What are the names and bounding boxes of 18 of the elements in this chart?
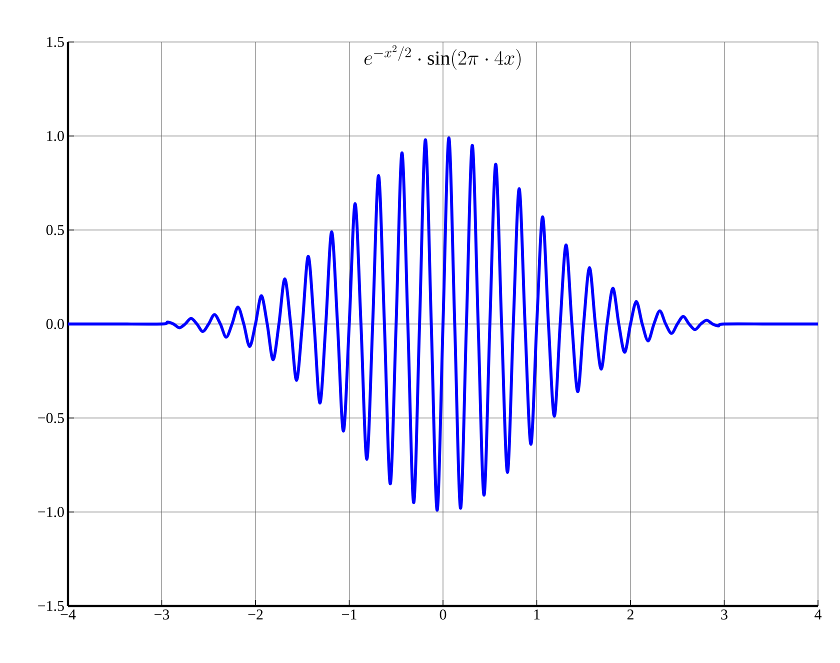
- y-tick-label: −1.0: [38, 506, 64, 518]
- y-tick-label: 1.0: [47, 130, 64, 142]
- x-tick-label: −2: [248, 610, 263, 620]
- x-tick-label: −1: [342, 610, 356, 620]
- text: $e^{-x^{2}/2}\cdot\sin(2\pi\cdot 4x)$: [364, 45, 521, 70]
- x-tick-label: 0: [440, 610, 446, 620]
- y-tick-label: −0.5: [38, 412, 64, 424]
- x-tick-label: 4: [814, 610, 822, 620]
- x-tick-label: −3: [154, 610, 170, 620]
- x-tick-label: 3: [721, 610, 728, 620]
- x-tick-label: 2: [627, 610, 634, 620]
- x-tick-label: −4: [60, 610, 76, 620]
- y-tick-label: 0.5: [46, 224, 64, 236]
- y-tick-label: 1.5: [47, 36, 64, 48]
- y-tick-label: −1.5: [38, 600, 64, 612]
- y-tick-label: 0.0: [46, 318, 64, 330]
- line-series: [66, 136, 820, 512]
- x-tick-label: 1: [534, 610, 540, 620]
